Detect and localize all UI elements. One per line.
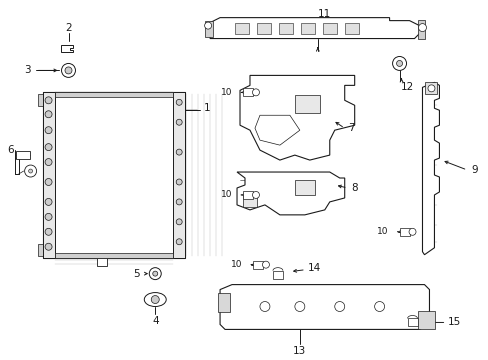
Circle shape bbox=[374, 302, 384, 311]
Text: 10: 10 bbox=[220, 190, 232, 199]
Text: 10: 10 bbox=[376, 227, 388, 236]
Circle shape bbox=[29, 169, 33, 173]
Circle shape bbox=[334, 302, 344, 311]
Circle shape bbox=[176, 239, 182, 245]
Text: 2: 2 bbox=[65, 23, 72, 33]
Bar bbox=[300, 23, 314, 33]
Text: 7: 7 bbox=[347, 123, 354, 133]
Bar bbox=[243, 88, 252, 96]
Circle shape bbox=[45, 243, 52, 250]
Circle shape bbox=[418, 24, 426, 32]
Circle shape bbox=[45, 228, 52, 235]
Circle shape bbox=[176, 199, 182, 205]
Bar bbox=[425, 82, 437, 94]
Circle shape bbox=[176, 99, 182, 105]
Bar bbox=[322, 23, 336, 33]
Ellipse shape bbox=[144, 293, 166, 306]
Polygon shape bbox=[173, 92, 185, 258]
Bar bbox=[204, 21, 213, 37]
Text: 10: 10 bbox=[230, 260, 242, 269]
Text: 5: 5 bbox=[133, 269, 140, 279]
Bar bbox=[294, 95, 319, 113]
Circle shape bbox=[260, 302, 269, 311]
Circle shape bbox=[252, 89, 259, 96]
Polygon shape bbox=[254, 115, 299, 145]
Bar bbox=[55, 92, 173, 97]
Bar bbox=[235, 23, 248, 33]
Circle shape bbox=[176, 149, 182, 155]
Polygon shape bbox=[240, 75, 354, 160]
Polygon shape bbox=[38, 94, 45, 106]
Bar bbox=[256, 23, 270, 33]
Circle shape bbox=[262, 261, 269, 268]
Polygon shape bbox=[97, 258, 107, 266]
Bar bbox=[417, 20, 425, 39]
Circle shape bbox=[45, 179, 52, 185]
Text: 1: 1 bbox=[203, 103, 210, 113]
Circle shape bbox=[61, 63, 75, 77]
Bar bbox=[407, 319, 417, 327]
Bar bbox=[344, 23, 358, 33]
Polygon shape bbox=[61, 45, 73, 53]
Circle shape bbox=[45, 97, 52, 104]
Text: 13: 13 bbox=[293, 346, 306, 356]
Circle shape bbox=[45, 159, 52, 166]
Circle shape bbox=[149, 268, 161, 280]
Bar bbox=[294, 180, 314, 195]
Text: 3: 3 bbox=[24, 66, 31, 76]
Circle shape bbox=[24, 165, 37, 177]
Polygon shape bbox=[422, 82, 439, 255]
Polygon shape bbox=[38, 244, 45, 256]
Circle shape bbox=[45, 127, 52, 134]
Circle shape bbox=[45, 144, 52, 150]
Bar bbox=[278, 23, 292, 33]
Circle shape bbox=[45, 213, 52, 220]
Text: 15: 15 bbox=[447, 318, 460, 328]
Circle shape bbox=[427, 85, 434, 92]
Text: 4: 4 bbox=[152, 316, 158, 327]
Polygon shape bbox=[42, 92, 55, 258]
Text: 11: 11 bbox=[318, 9, 331, 19]
Bar bbox=[218, 293, 229, 312]
Bar bbox=[417, 311, 435, 329]
Circle shape bbox=[45, 198, 52, 206]
Circle shape bbox=[45, 111, 52, 118]
Text: 6: 6 bbox=[7, 145, 14, 155]
Circle shape bbox=[396, 60, 402, 67]
Circle shape bbox=[152, 271, 158, 276]
Bar bbox=[272, 271, 283, 279]
Circle shape bbox=[392, 57, 406, 71]
Circle shape bbox=[176, 119, 182, 125]
Circle shape bbox=[176, 179, 182, 185]
Polygon shape bbox=[237, 172, 344, 215]
Circle shape bbox=[252, 192, 259, 198]
Bar bbox=[252, 261, 263, 269]
Circle shape bbox=[65, 67, 72, 74]
Polygon shape bbox=[220, 285, 428, 329]
Circle shape bbox=[176, 219, 182, 225]
Text: 12: 12 bbox=[400, 82, 413, 93]
Text: 14: 14 bbox=[307, 263, 321, 273]
Bar bbox=[243, 191, 252, 199]
Bar bbox=[42, 92, 185, 258]
Bar bbox=[16, 151, 30, 159]
Text: 9: 9 bbox=[470, 165, 477, 175]
Polygon shape bbox=[210, 18, 419, 39]
Circle shape bbox=[204, 22, 211, 29]
Bar bbox=[243, 195, 256, 207]
Text: 10: 10 bbox=[220, 88, 232, 97]
Circle shape bbox=[151, 296, 159, 303]
Circle shape bbox=[294, 302, 304, 311]
Bar bbox=[399, 228, 408, 236]
Bar bbox=[55, 253, 173, 258]
Circle shape bbox=[408, 228, 415, 235]
Text: 8: 8 bbox=[351, 183, 357, 193]
